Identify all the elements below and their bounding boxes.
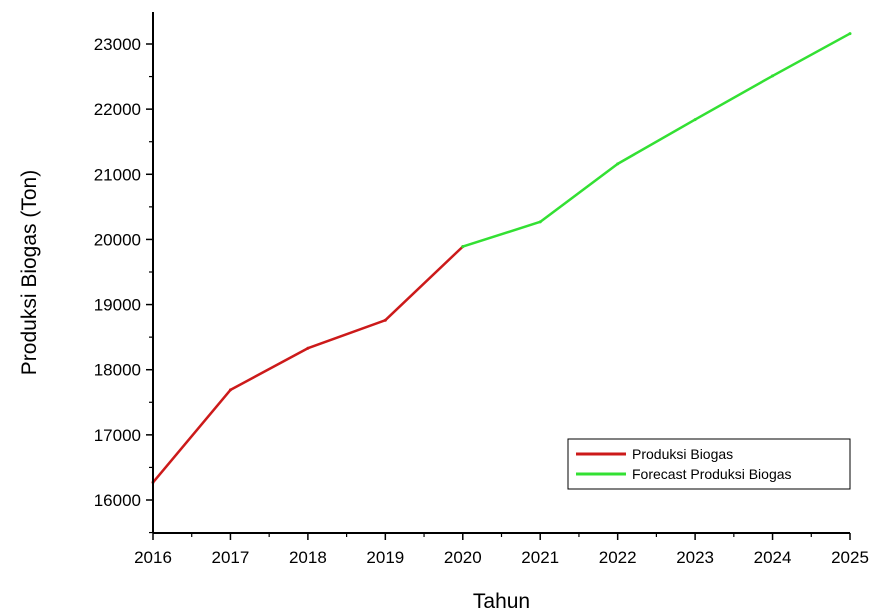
data-point [228,388,232,392]
plot-area [151,32,852,484]
series-line-produksi-biogas [152,245,464,484]
x-tick-label: 2022 [599,548,637,567]
data-point [693,118,697,122]
y-tick-label: 20000 [94,230,141,249]
y-tick-label: 18000 [94,361,141,380]
data-point [461,245,465,249]
y-axis-ticks: 16000 17000 18000 19000 20000 21000 22000 23000 [94,35,153,534]
legend: Produksi Biogas Forecast Produksi Biogas [567,438,851,490]
data-point [771,74,775,78]
x-tick-label: 2020 [444,548,482,567]
y-tick-label: 19000 [94,296,141,315]
legend-label-produksi-biogas: Produksi Biogas [632,446,733,462]
x-tick-label: 2017 [212,548,250,567]
y-tick-label: 22000 [94,100,141,119]
x-tick-label: 2023 [676,548,714,567]
y-tick-label: 21000 [94,165,141,184]
y-tick-label: 17000 [94,426,141,445]
x-tick-label: 2024 [754,548,792,567]
data-point [538,220,542,224]
data-point [616,162,620,166]
data-point [306,346,310,350]
x-tick-label: 2021 [521,548,559,567]
legend-box [567,438,851,490]
y-tick-label: 23000 [94,35,141,54]
x-tick-label: 2025 [831,548,869,567]
y-tick-label: 16000 [94,491,141,510]
x-tick-label: 2019 [366,548,404,567]
series-line-forecast-produksi-biogas [462,32,851,248]
y-axis-title: Produksi Biogas (Ton) [18,170,41,375]
legend-label-forecast-produksi-biogas: Forecast Produksi Biogas [632,466,792,482]
x-axis-title: Tahun [473,590,530,613]
x-tick-label: 2018 [289,548,327,567]
axes: 2016 2017 2018 2019 2020 2021 2022 2023 2024 2025… [94,12,869,567]
data-point [383,318,387,322]
x-tick-label: 2016 [134,548,172,567]
x-axis-ticks: 2016 2017 2018 2019 2020 2021 2022 2023 2024 2025 [134,533,869,567]
data-point [848,32,852,36]
